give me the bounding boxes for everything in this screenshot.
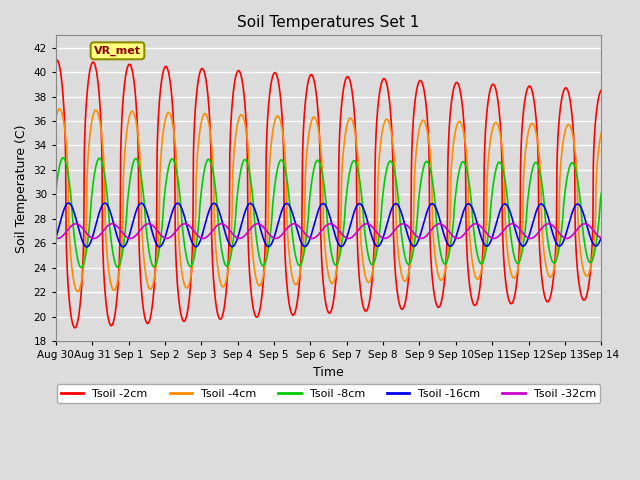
Tsoil -32cm (52, 235, 60, 241)
Tsoil -16cm (83, 244, 91, 250)
Tsoil -8cm (533, 161, 541, 167)
Tsoil -8cm (161, 192, 168, 197)
Tsoil -4cm (74, 288, 81, 294)
Y-axis label: Soil Temperature (C): Soil Temperature (C) (15, 124, 28, 252)
Tsoil -32cm (485, 233, 493, 239)
Tsoil -8cm (77, 264, 85, 270)
Tsoil -8cm (174, 176, 182, 182)
Tsoil -2cm (235, 68, 243, 73)
Tsoil -2cm (597, 87, 605, 93)
Tsoil -16cm (65, 200, 72, 206)
Tsoil -32cm (173, 227, 181, 232)
Tsoil -4cm (414, 135, 422, 141)
Text: VR_met: VR_met (94, 46, 141, 56)
Line: Tsoil -8cm: Tsoil -8cm (56, 158, 601, 267)
Tsoil -4cm (174, 216, 182, 221)
Tsoil -8cm (59, 155, 67, 161)
Tsoil -16cm (533, 206, 541, 212)
Tsoil -8cm (597, 191, 605, 196)
Tsoil -4cm (161, 120, 168, 126)
Tsoil -32cm (472, 221, 479, 227)
Line: Tsoil -16cm: Tsoil -16cm (56, 203, 601, 247)
Tsoil -8cm (485, 225, 493, 231)
Tsoil -4cm (485, 148, 493, 154)
Tsoil -16cm (485, 241, 493, 247)
Tsoil -16cm (414, 239, 422, 245)
Line: Tsoil -32cm: Tsoil -32cm (56, 224, 601, 239)
Tsoil -4cm (533, 136, 541, 142)
Title: Soil Temperatures Set 1: Soil Temperatures Set 1 (237, 15, 420, 30)
Tsoil -2cm (161, 65, 168, 71)
Tsoil -8cm (52, 188, 60, 194)
Tsoil -2cm (71, 325, 79, 331)
Tsoil -8cm (235, 179, 243, 185)
Tsoil -16cm (235, 231, 243, 237)
Tsoil -2cm (485, 92, 493, 98)
Tsoil -16cm (161, 236, 168, 241)
Tsoil -4cm (56, 106, 63, 112)
Tsoil -32cm (533, 231, 541, 237)
Tsoil -8cm (414, 207, 422, 213)
Tsoil -16cm (597, 234, 605, 240)
Tsoil -32cm (597, 235, 605, 241)
Tsoil -32cm (160, 235, 168, 240)
Tsoil -2cm (174, 287, 182, 293)
Tsoil -32cm (413, 234, 421, 240)
Tsoil -32cm (490, 236, 498, 241)
Tsoil -4cm (235, 116, 243, 121)
Tsoil -16cm (52, 235, 60, 241)
Tsoil -4cm (52, 115, 60, 121)
Tsoil -2cm (52, 58, 60, 63)
Tsoil -16cm (174, 200, 182, 206)
Line: Tsoil -4cm: Tsoil -4cm (56, 109, 601, 291)
Tsoil -2cm (533, 132, 541, 137)
Line: Tsoil -2cm: Tsoil -2cm (56, 60, 601, 328)
Tsoil -4cm (597, 130, 605, 136)
Tsoil -2cm (52, 57, 60, 63)
Tsoil -32cm (234, 235, 242, 241)
Tsoil -2cm (414, 82, 422, 88)
X-axis label: Time: Time (313, 366, 344, 379)
Legend: Tsoil -2cm, Tsoil -4cm, Tsoil -8cm, Tsoil -16cm, Tsoil -32cm: Tsoil -2cm, Tsoil -4cm, Tsoil -8cm, Tsoi… (57, 384, 600, 403)
